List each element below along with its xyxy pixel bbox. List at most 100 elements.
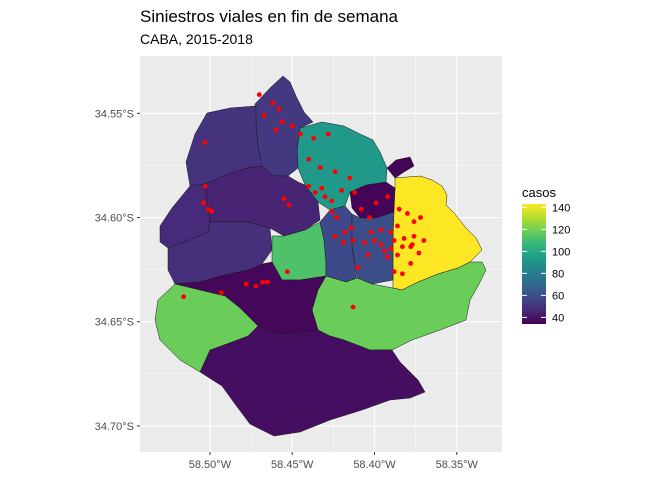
accident-point xyxy=(367,215,372,220)
accident-point xyxy=(411,233,417,239)
accident-point xyxy=(373,200,379,206)
legend-tick-label: 60 xyxy=(552,290,564,302)
accident-point xyxy=(378,242,384,248)
x-tick-label: 58.50°W xyxy=(189,459,232,471)
accident-point xyxy=(388,246,394,252)
accident-point xyxy=(368,229,374,235)
accident-point xyxy=(284,269,290,275)
x-tick-label: 58.35°W xyxy=(436,459,479,471)
accident-point xyxy=(281,196,287,202)
accident-point xyxy=(286,202,292,208)
x-tick-label: 58.45°W xyxy=(271,459,314,471)
accident-point xyxy=(349,225,354,231)
y-tick-label: 34.55°S xyxy=(95,108,134,120)
accident-point xyxy=(400,244,405,250)
region-retiro-hook xyxy=(386,156,415,179)
accident-point xyxy=(340,240,346,245)
chart-subtitle: CABA, 2015-2018 xyxy=(140,31,253,47)
accident-point xyxy=(395,223,400,229)
accident-point xyxy=(355,265,361,270)
y-tick-label: 34.70°S xyxy=(95,421,134,433)
x-tick-label: 58.40°W xyxy=(353,459,396,471)
accident-point xyxy=(352,190,358,195)
accident-point xyxy=(326,131,331,137)
accident-point xyxy=(358,206,364,212)
accident-point xyxy=(243,281,249,287)
accident-point xyxy=(181,294,187,300)
accident-point xyxy=(388,229,394,235)
accident-point xyxy=(219,290,224,295)
accident-point xyxy=(311,135,316,141)
accident-point xyxy=(273,127,279,133)
accident-point xyxy=(306,183,312,189)
accident-point xyxy=(329,208,335,214)
accident-point xyxy=(396,206,402,212)
accident-point xyxy=(381,248,387,254)
accident-point xyxy=(342,229,348,235)
legend-title: casos xyxy=(522,185,556,200)
region-11[interactable] xyxy=(351,211,395,285)
accident-point xyxy=(378,227,384,233)
region-15[interactable] xyxy=(154,283,259,373)
accident-points xyxy=(181,92,427,310)
accident-point xyxy=(202,140,208,145)
legend-tick-label: 140 xyxy=(552,202,570,214)
accident-point xyxy=(391,269,397,275)
y-tick-label: 34.65°S xyxy=(95,317,134,329)
accident-point xyxy=(418,215,423,220)
accident-point xyxy=(395,252,400,258)
accident-point xyxy=(350,304,356,310)
x-axis: 58.50°W 58.45°W 58.40°W 58.35°W xyxy=(189,452,479,471)
accident-point xyxy=(253,283,259,289)
accident-point xyxy=(329,198,335,204)
legend-tick-label: 120 xyxy=(552,224,570,236)
y-axis: 34.55°S 34.60°S 34.65°S 34.70°S xyxy=(95,108,140,433)
accident-point xyxy=(334,215,339,220)
accident-point xyxy=(339,188,344,193)
chart-title: Siniestros viales en fin de semana xyxy=(140,7,398,26)
legend: casos 40 60 80 100 120 140 xyxy=(522,185,570,324)
legend-tick-label: 80 xyxy=(552,268,564,280)
accident-point xyxy=(270,100,275,106)
accident-point xyxy=(322,194,328,200)
accident-point xyxy=(385,254,390,260)
accident-point xyxy=(298,131,303,137)
accident-point xyxy=(332,233,338,239)
accident-point xyxy=(347,175,353,181)
legend-tick-label: 40 xyxy=(552,312,564,324)
accident-point xyxy=(260,279,265,285)
region-10[interactable] xyxy=(319,205,357,283)
accident-point xyxy=(401,236,407,241)
accident-point xyxy=(319,185,325,191)
accident-point xyxy=(279,119,285,125)
accident-point xyxy=(408,261,414,266)
accident-point xyxy=(350,238,356,243)
accident-point xyxy=(405,211,410,216)
accident-point xyxy=(372,238,377,243)
accident-point xyxy=(411,219,417,225)
accident-point xyxy=(261,113,267,118)
accident-point xyxy=(289,123,295,129)
regions xyxy=(154,75,487,437)
accident-point xyxy=(391,238,397,243)
legend-colorbar xyxy=(522,204,546,324)
accident-point xyxy=(362,240,367,245)
accident-point xyxy=(365,252,371,258)
accident-point xyxy=(306,156,312,162)
accident-point xyxy=(317,165,323,170)
accident-point xyxy=(409,242,415,248)
accident-point xyxy=(416,250,422,256)
accident-point xyxy=(265,279,270,285)
accident-point xyxy=(200,200,206,206)
accident-point xyxy=(385,194,390,200)
y-tick-label: 34.60°S xyxy=(95,213,134,225)
accident-point xyxy=(400,271,405,277)
accident-point xyxy=(332,169,338,175)
accident-point xyxy=(209,208,215,214)
accident-point xyxy=(276,106,282,112)
accident-point xyxy=(202,183,208,189)
accident-point xyxy=(421,238,427,243)
accident-point xyxy=(312,190,318,195)
legend-tick-label: 100 xyxy=(552,246,570,258)
